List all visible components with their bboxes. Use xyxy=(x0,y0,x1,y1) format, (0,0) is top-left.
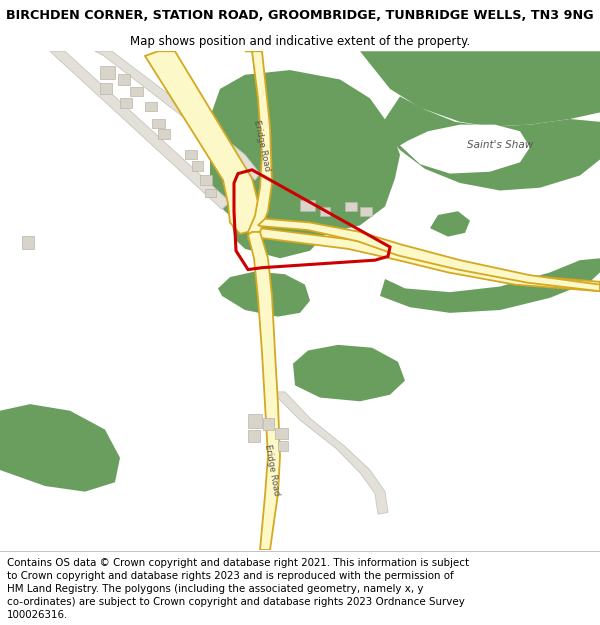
Polygon shape xyxy=(210,70,400,258)
Text: Eridge Road: Eridge Road xyxy=(252,119,272,172)
Polygon shape xyxy=(258,219,600,291)
Polygon shape xyxy=(130,87,143,96)
Text: Map shows position and indicative extent of the property.: Map shows position and indicative extent… xyxy=(130,35,470,48)
Text: BIRCHDEN CORNER, STATION ROAD, GROOMBRIDGE, TUNBRIDGE WELLS, TN3 9NG: BIRCHDEN CORNER, STATION ROAD, GROOMBRID… xyxy=(6,9,594,22)
Polygon shape xyxy=(200,176,212,185)
Polygon shape xyxy=(152,119,165,128)
Polygon shape xyxy=(248,232,280,550)
Polygon shape xyxy=(205,189,216,197)
Polygon shape xyxy=(248,228,600,291)
Text: HM Land Registry. The polygons (including the associated geometry, namely x, y: HM Land Registry. The polygons (includin… xyxy=(7,584,424,594)
Polygon shape xyxy=(185,150,197,159)
Polygon shape xyxy=(50,51,230,209)
Polygon shape xyxy=(192,161,203,171)
Text: co-ordinates) are subject to Crown copyright and database rights 2023 Ordnance S: co-ordinates) are subject to Crown copyr… xyxy=(7,597,465,607)
Text: Eridge Road: Eridge Road xyxy=(263,444,281,496)
Polygon shape xyxy=(263,418,274,429)
Text: 100026316.: 100026316. xyxy=(7,610,68,620)
Polygon shape xyxy=(320,206,330,216)
Polygon shape xyxy=(380,96,600,191)
Text: Contains OS data © Crown copyright and database right 2021. This information is : Contains OS data © Crown copyright and d… xyxy=(7,558,469,568)
Polygon shape xyxy=(245,51,272,238)
Polygon shape xyxy=(100,66,115,79)
Polygon shape xyxy=(268,392,388,514)
Polygon shape xyxy=(120,98,132,107)
Polygon shape xyxy=(100,83,112,94)
Polygon shape xyxy=(300,200,315,211)
Polygon shape xyxy=(293,345,405,401)
Polygon shape xyxy=(145,102,157,111)
Polygon shape xyxy=(360,206,372,216)
Polygon shape xyxy=(345,202,357,211)
Polygon shape xyxy=(95,51,260,180)
Polygon shape xyxy=(118,74,130,85)
Polygon shape xyxy=(278,441,288,451)
Polygon shape xyxy=(400,124,530,174)
Polygon shape xyxy=(218,271,310,317)
Polygon shape xyxy=(248,414,262,428)
Text: to Crown copyright and database rights 2023 and is reproduced with the permissio: to Crown copyright and database rights 2… xyxy=(7,571,454,581)
Polygon shape xyxy=(360,51,600,126)
Polygon shape xyxy=(248,431,260,442)
Polygon shape xyxy=(430,211,470,237)
Polygon shape xyxy=(0,404,120,492)
Polygon shape xyxy=(275,428,288,439)
Text: Saint's Shaw: Saint's Shaw xyxy=(467,141,533,151)
Polygon shape xyxy=(380,258,600,313)
Polygon shape xyxy=(22,236,34,249)
Polygon shape xyxy=(145,51,258,234)
Polygon shape xyxy=(158,129,170,139)
